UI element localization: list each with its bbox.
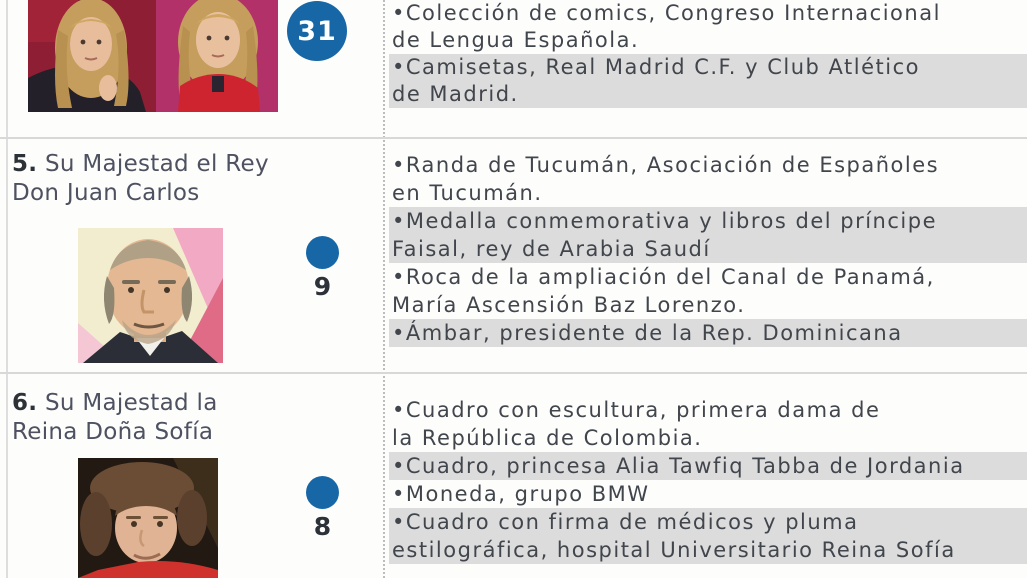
gift-item-highlighted: •Cuadro, princesa Alia Tawfiq Tabba de J… — [389, 452, 1027, 480]
gift-list: •Cuadro con escultura, primera dama de l… — [389, 396, 1027, 564]
gift-item-highlighted: •Camisetas, Real Madrid C.F. y Club Atlé… — [389, 54, 1027, 108]
gift-item-highlighted: •Medalla conmemorativa y libros del prín… — [389, 207, 1027, 263]
gift-count-dot — [306, 236, 339, 269]
row-divider — [0, 372, 1027, 374]
gift-count-value: 8 — [313, 512, 332, 541]
gift-item-highlighted: •Cuadro con firma de médicos y pluma est… — [389, 508, 1027, 564]
gift-item: •Colección de comics, Congreso Internaci… — [392, 1, 941, 52]
entry-number: 5. — [12, 151, 38, 177]
photo-two-princesses — [28, 0, 278, 112]
row-divider — [0, 137, 1027, 139]
gift-item-highlighted: •Ámbar, presidente de la Rep. Dominicana — [389, 319, 1027, 347]
photo-queen-sofia — [78, 458, 218, 578]
gift-count-value: 9 — [313, 272, 332, 301]
gift-count-badge: 31 — [287, 1, 347, 61]
left-edge-line — [6, 0, 8, 578]
gift-item: •Roca de la ampliación del Canal de Pana… — [392, 265, 935, 317]
entry-title-text: Su Majestad el Rey Don Juan Carlos — [12, 151, 269, 206]
gift-item: •Moneda, grupo BMW — [392, 482, 650, 506]
column-dotted-separator — [383, 0, 385, 578]
photo-king-juan-carlos — [78, 228, 223, 363]
entry-title-reina-sofia: 6. Su Majestad la Reina Doña Sofía — [12, 389, 352, 447]
gift-list: •Colección de comics, Congreso Internaci… — [389, 0, 1027, 108]
gift-count-value: 31 — [297, 15, 337, 47]
entry-title-text: Su Majestad la Reina Doña Sofía — [12, 390, 218, 445]
gift-count-dot — [306, 476, 339, 509]
gift-item: •Randa de Tucumán, Asociación de Español… — [392, 153, 940, 205]
gift-list: •Randa de Tucumán, Asociación de Español… — [389, 151, 1027, 347]
entry-title-juan-carlos: 5. Su Majestad el Rey Don Juan Carlos — [12, 150, 352, 208]
gift-item: •Cuadro con escultura, primera dama de l… — [392, 398, 881, 450]
entry-number: 6. — [12, 390, 38, 416]
